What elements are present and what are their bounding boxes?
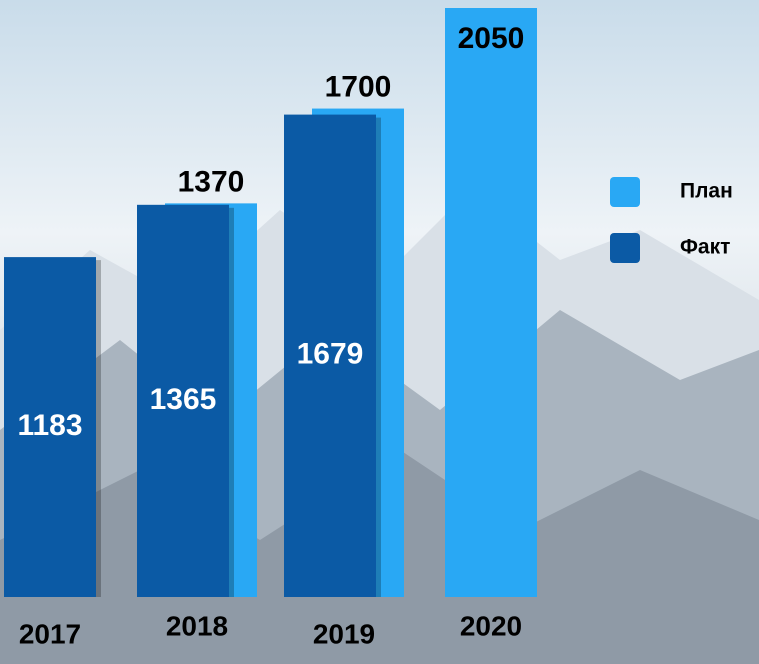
- value-label: 1370: [178, 165, 245, 198]
- value-label: 2050: [458, 22, 525, 55]
- x-tick-label: 2017: [19, 618, 81, 649]
- x-tick-label: 2019: [313, 618, 375, 649]
- x-tick-label: 2020: [460, 610, 522, 641]
- value-label: 1679: [297, 338, 364, 371]
- legend-label: План: [680, 180, 733, 203]
- bar: [445, 8, 537, 597]
- value-label: 1183: [17, 409, 82, 442]
- value-label: 1365: [150, 383, 217, 416]
- chart: 1183 2017 1370 1365 2018 1700 1679 2019 2050 2020…: [0, 0, 759, 664]
- value-label: 1700: [325, 70, 392, 103]
- legend-swatch: [610, 177, 640, 207]
- legend-swatch: [610, 233, 640, 263]
- x-tick-label: 2018: [166, 610, 228, 641]
- legend-label: Факт: [680, 236, 730, 259]
